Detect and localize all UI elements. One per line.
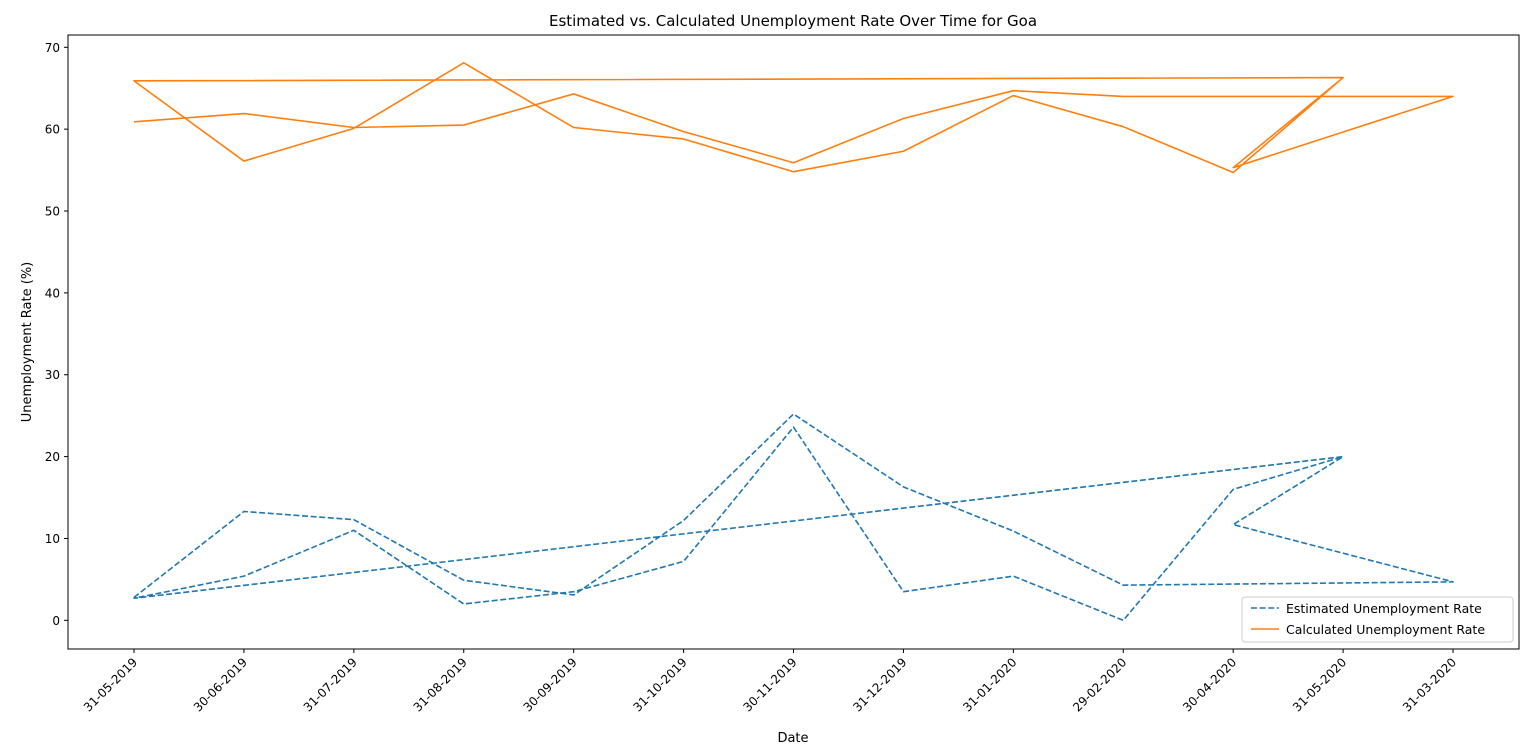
legend-label-estimated: Estimated Unemployment Rate <box>1286 601 1482 616</box>
x-tick-label: 30-11-2019 <box>740 655 799 714</box>
y-tick-label: 20 <box>45 450 60 464</box>
series-line-estimated <box>133 413 1454 622</box>
y-axis-label: Unemployment Rate (%) <box>20 262 35 423</box>
y-tick-label: 40 <box>45 286 60 300</box>
x-tick-label: 31-05-2019 <box>81 655 140 714</box>
plot-frame <box>67 34 1520 650</box>
legend-frame <box>1241 596 1514 643</box>
x-tick-label: 31-05-2020 <box>1290 655 1349 714</box>
legend-label-calculated: Calculated Unemployment Rate <box>1286 622 1485 637</box>
series-layer <box>133 62 1454 622</box>
x-tick-label: 30-04-2020 <box>1180 655 1239 714</box>
y-tick-label: 60 <box>45 123 60 137</box>
x-tick-label: 29-02-2020 <box>1070 655 1129 714</box>
x-axis-label: Date <box>777 731 808 746</box>
y-axis: 0 10 20 30 40 50 60 70 <box>45 41 68 628</box>
x-axis: 31-05-2019 30-06-2019 31-07-2019 31-08-2019… <box>81 649 1459 714</box>
x-tick-label: 31-10-2019 <box>631 655 690 714</box>
y-tick-label: 30 <box>45 368 60 382</box>
x-tick-label: 30-09-2019 <box>521 655 580 714</box>
x-tick-label: 30-06-2019 <box>191 655 250 714</box>
chart-title: Estimated vs. Calculated Unemployment Ra… <box>549 12 1037 30</box>
x-tick-label: 31-07-2019 <box>301 655 360 714</box>
x-tick-label: 31-03-2020 <box>1400 655 1459 714</box>
y-tick-label: 50 <box>45 205 60 219</box>
x-tick-label: 31-12-2019 <box>850 655 909 714</box>
series-line-calculated <box>133 62 1454 174</box>
y-tick-label: 0 <box>52 614 60 628</box>
plot-area <box>67 34 1520 650</box>
x-tick-label: 31-01-2020 <box>960 655 1019 714</box>
legend: Estimated Unemployment Rate Calculated U… <box>1241 596 1514 643</box>
y-tick-label: 70 <box>45 41 60 55</box>
x-tick-label: 31-08-2019 <box>411 655 470 714</box>
y-tick-label: 10 <box>45 532 60 546</box>
